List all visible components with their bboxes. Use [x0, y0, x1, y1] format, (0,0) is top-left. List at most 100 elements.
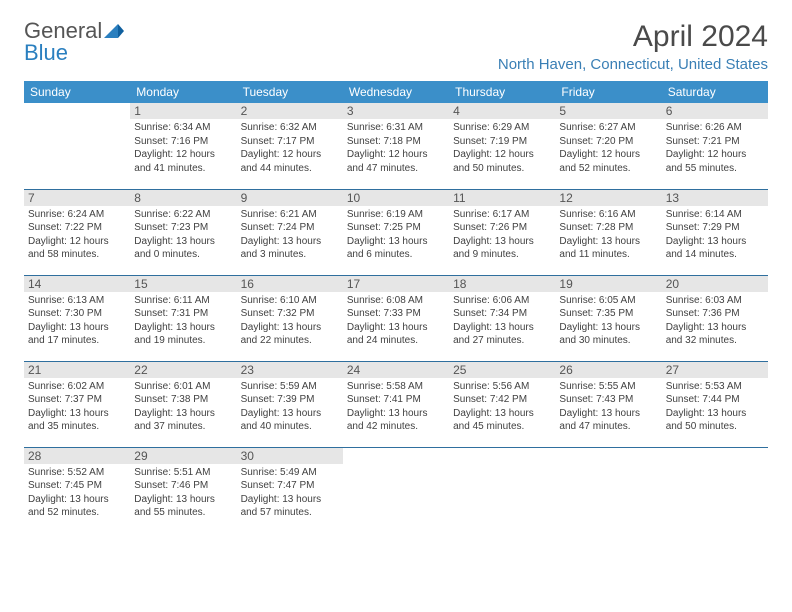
day-info: Sunrise: 6:10 AMSunset: 7:32 PMDaylight:… — [241, 294, 339, 348]
calendar-day-empty — [555, 447, 661, 533]
day-number: 17 — [343, 276, 449, 292]
calendar-day: 3Sunrise: 6:31 AMSunset: 7:18 PMDaylight… — [343, 103, 449, 189]
day-info: Sunrise: 6:29 AMSunset: 7:19 PMDaylight:… — [453, 121, 551, 175]
calendar-row: 1 Sunrise: 6:34 AMSunset: 7:16 PMDaylight… — [24, 103, 768, 189]
logo: GeneralBlue — [24, 20, 124, 64]
day-number: 20 — [662, 276, 768, 292]
logo-text-2: Blue — [24, 40, 68, 65]
day-info: Sunrise: 6:26 AMSunset: 7:21 PMDaylight:… — [666, 121, 764, 175]
day-info: Sunrise: 6:08 AMSunset: 7:33 PMDaylight:… — [347, 294, 445, 348]
day-number: 29 — [130, 448, 236, 464]
day-info: Sunrise: 5:55 AMSunset: 7:43 PMDaylight:… — [559, 380, 657, 434]
day-info: Sunrise: 6:19 AMSunset: 7:25 PMDaylight:… — [347, 208, 445, 262]
day-info: Sunrise: 6:01 AMSunset: 7:38 PMDaylight:… — [134, 380, 232, 434]
day-info: Sunrise: 6:06 AMSunset: 7:34 PMDaylight:… — [453, 294, 551, 348]
day-number: 11 — [449, 190, 555, 206]
day-number: 8 — [130, 190, 236, 206]
day-info: Sunrise: 6:03 AMSunset: 7:36 PMDaylight:… — [666, 294, 764, 348]
calendar-day: 2 Sunrise: 6:32 AMSunset: 7:17 PMDaylight… — [237, 103, 343, 189]
calendar-day: 27Sunrise: 5:53 AMSunset: 7:44 PMDayligh… — [662, 361, 768, 447]
calendar-table: SundayMondayTuesdayWednesdayThursdayFrid… — [24, 81, 768, 533]
day-info: Sunrise: 6:32 AMSunset: 7:17 PMDaylight:… — [241, 121, 339, 175]
calendar-day-empty — [24, 103, 130, 189]
day-number: 2 — [237, 103, 343, 119]
day-number: 12 — [555, 190, 661, 206]
day-info: Sunrise: 6:05 AMSunset: 7:35 PMDaylight:… — [559, 294, 657, 348]
day-info: Sunrise: 6:22 AMSunset: 7:23 PMDaylight:… — [134, 208, 232, 262]
calendar-row: 21 Sunrise: 6:02 AMSunset: 7:37 PMDayligh… — [24, 361, 768, 447]
page-title: April 2024 — [498, 20, 768, 54]
day-number: 3 — [343, 103, 449, 119]
calendar-row: 14 Sunrise: 6:13 AMSunset: 7:30 PMDayligh… — [24, 275, 768, 361]
day-number: 16 — [237, 276, 343, 292]
calendar-day: 16 Sunrise: 6:10 AMSunset: 7:32 PMDayligh… — [237, 275, 343, 361]
day-info: Sunrise: 5:59 AMSunset: 7:39 PMDaylight:… — [241, 380, 339, 434]
calendar-day: 26 Sunrise: 5:55 AMSunset: 7:43 PMDayligh… — [555, 361, 661, 447]
day-info: Sunrise: 6:14 AMSunset: 7:29 PMDaylight:… — [666, 208, 764, 262]
weekday-header: Thursday — [449, 81, 555, 103]
day-number: 15 — [130, 276, 236, 292]
day-info: Sunrise: 5:52 AMSunset: 7:45 PMDaylight:… — [28, 466, 126, 520]
calendar-day-empty — [662, 447, 768, 533]
calendar-day: 15 Sunrise: 6:11 AMSunset: 7:31 PMDayligh… — [130, 275, 236, 361]
weekday-header: Tuesday — [237, 81, 343, 103]
calendar-day: 7Sunrise: 6:24 AMSunset: 7:22 PMDaylight… — [24, 189, 130, 275]
day-number: 9 — [237, 190, 343, 206]
day-number: 13 — [662, 190, 768, 206]
calendar-day: 25 Sunrise: 5:56 AMSunset: 7:42 PMDayligh… — [449, 361, 555, 447]
day-number: 4 — [449, 103, 555, 119]
day-number: 5 — [555, 103, 661, 119]
day-number: 21 — [24, 362, 130, 378]
calendar-day: 18 Sunrise: 6:06 AMSunset: 7:34 PMDayligh… — [449, 275, 555, 361]
weekday-header-row: SundayMondayTuesdayWednesdayThursdayFrid… — [24, 81, 768, 103]
day-number: 24 — [343, 362, 449, 378]
day-number: 6 — [662, 103, 768, 119]
calendar-day: 24 Sunrise: 5:58 AMSunset: 7:41 PMDayligh… — [343, 361, 449, 447]
day-info: Sunrise: 5:58 AMSunset: 7:41 PMDaylight:… — [347, 380, 445, 434]
location-text: North Haven, Connecticut, United States — [498, 56, 768, 73]
calendar-day: 8 Sunrise: 6:22 AMSunset: 7:23 PMDaylight… — [130, 189, 236, 275]
day-info: Sunrise: 6:02 AMSunset: 7:37 PMDaylight:… — [28, 380, 126, 434]
day-info: Sunrise: 6:21 AMSunset: 7:24 PMDaylight:… — [241, 208, 339, 262]
calendar-day: 30Sunrise: 5:49 AMSunset: 7:47 PMDayligh… — [237, 447, 343, 533]
day-info: Sunrise: 5:53 AMSunset: 7:44 PMDaylight:… — [666, 380, 764, 434]
calendar-day: 13 Sunrise: 6:14 AMSunset: 7:29 PMDayligh… — [662, 189, 768, 275]
calendar-day: 29 Sunrise: 5:51 AMSunset: 7:46 PMDayligh… — [130, 447, 236, 533]
calendar-day: 22 Sunrise: 6:01 AMSunset: 7:38 PMDayligh… — [130, 361, 236, 447]
day-info: Sunrise: 6:27 AMSunset: 7:20 PMDaylight:… — [559, 121, 657, 175]
day-number: 14 — [24, 276, 130, 292]
day-number: 1 — [130, 103, 236, 119]
calendar-day: 14 Sunrise: 6:13 AMSunset: 7:30 PMDayligh… — [24, 275, 130, 361]
day-number: 22 — [130, 362, 236, 378]
calendar-day: 12 Sunrise: 6:16 AMSunset: 7:28 PMDayligh… — [555, 189, 661, 275]
day-info: Sunrise: 6:34 AMSunset: 7:16 PMDaylight:… — [134, 121, 232, 175]
day-info: Sunrise: 6:11 AMSunset: 7:31 PMDaylight:… — [134, 294, 232, 348]
calendar-day: 9 Sunrise: 6:21 AMSunset: 7:24 PMDaylight… — [237, 189, 343, 275]
day-number: 18 — [449, 276, 555, 292]
calendar-day: 19Sunrise: 6:05 AMSunset: 7:35 PMDayligh… — [555, 275, 661, 361]
calendar-day: 23 Sunrise: 5:59 AMSunset: 7:39 PMDayligh… — [237, 361, 343, 447]
header: GeneralBlue April 2024 North Haven, Conn… — [24, 20, 768, 73]
day-number: 25 — [449, 362, 555, 378]
calendar-day: 17 Sunrise: 6:08 AMSunset: 7:33 PMDayligh… — [343, 275, 449, 361]
calendar-day: 4 Sunrise: 6:29 AMSunset: 7:19 PMDaylight… — [449, 103, 555, 189]
day-info: Sunrise: 6:17 AMSunset: 7:26 PMDaylight:… — [453, 208, 551, 262]
weekday-header: Monday — [130, 81, 236, 103]
day-info: Sunrise: 5:51 AMSunset: 7:46 PMDaylight:… — [134, 466, 232, 520]
day-number: 28 — [24, 448, 130, 464]
calendar-day: 1 Sunrise: 6:34 AMSunset: 7:16 PMDaylight… — [130, 103, 236, 189]
day-info: Sunrise: 6:13 AMSunset: 7:30 PMDaylight:… — [28, 294, 126, 348]
calendar-row: 28 Sunrise: 5:52 AMSunset: 7:45 PMDayligh… — [24, 447, 768, 533]
calendar-day-empty — [449, 447, 555, 533]
day-info: Sunrise: 6:16 AMSunset: 7:28 PMDaylight:… — [559, 208, 657, 262]
calendar-day: 28 Sunrise: 5:52 AMSunset: 7:45 PMDayligh… — [24, 447, 130, 533]
day-info: Sunrise: 5:56 AMSunset: 7:42 PMDaylight:… — [453, 380, 551, 434]
calendar-day: 11 Sunrise: 6:17 AMSunset: 7:26 PMDayligh… — [449, 189, 555, 275]
day-info: Sunrise: 6:24 AMSunset: 7:22 PMDaylight:… — [28, 208, 126, 262]
calendar-day: 21 Sunrise: 6:02 AMSunset: 7:37 PMDayligh… — [24, 361, 130, 447]
day-number: 23 — [237, 362, 343, 378]
calendar-day-empty — [343, 447, 449, 533]
weekday-header: Sunday — [24, 81, 130, 103]
calendar-day: 10Sunrise: 6:19 AMSunset: 7:25 PMDayligh… — [343, 189, 449, 275]
day-number: 26 — [555, 362, 661, 378]
